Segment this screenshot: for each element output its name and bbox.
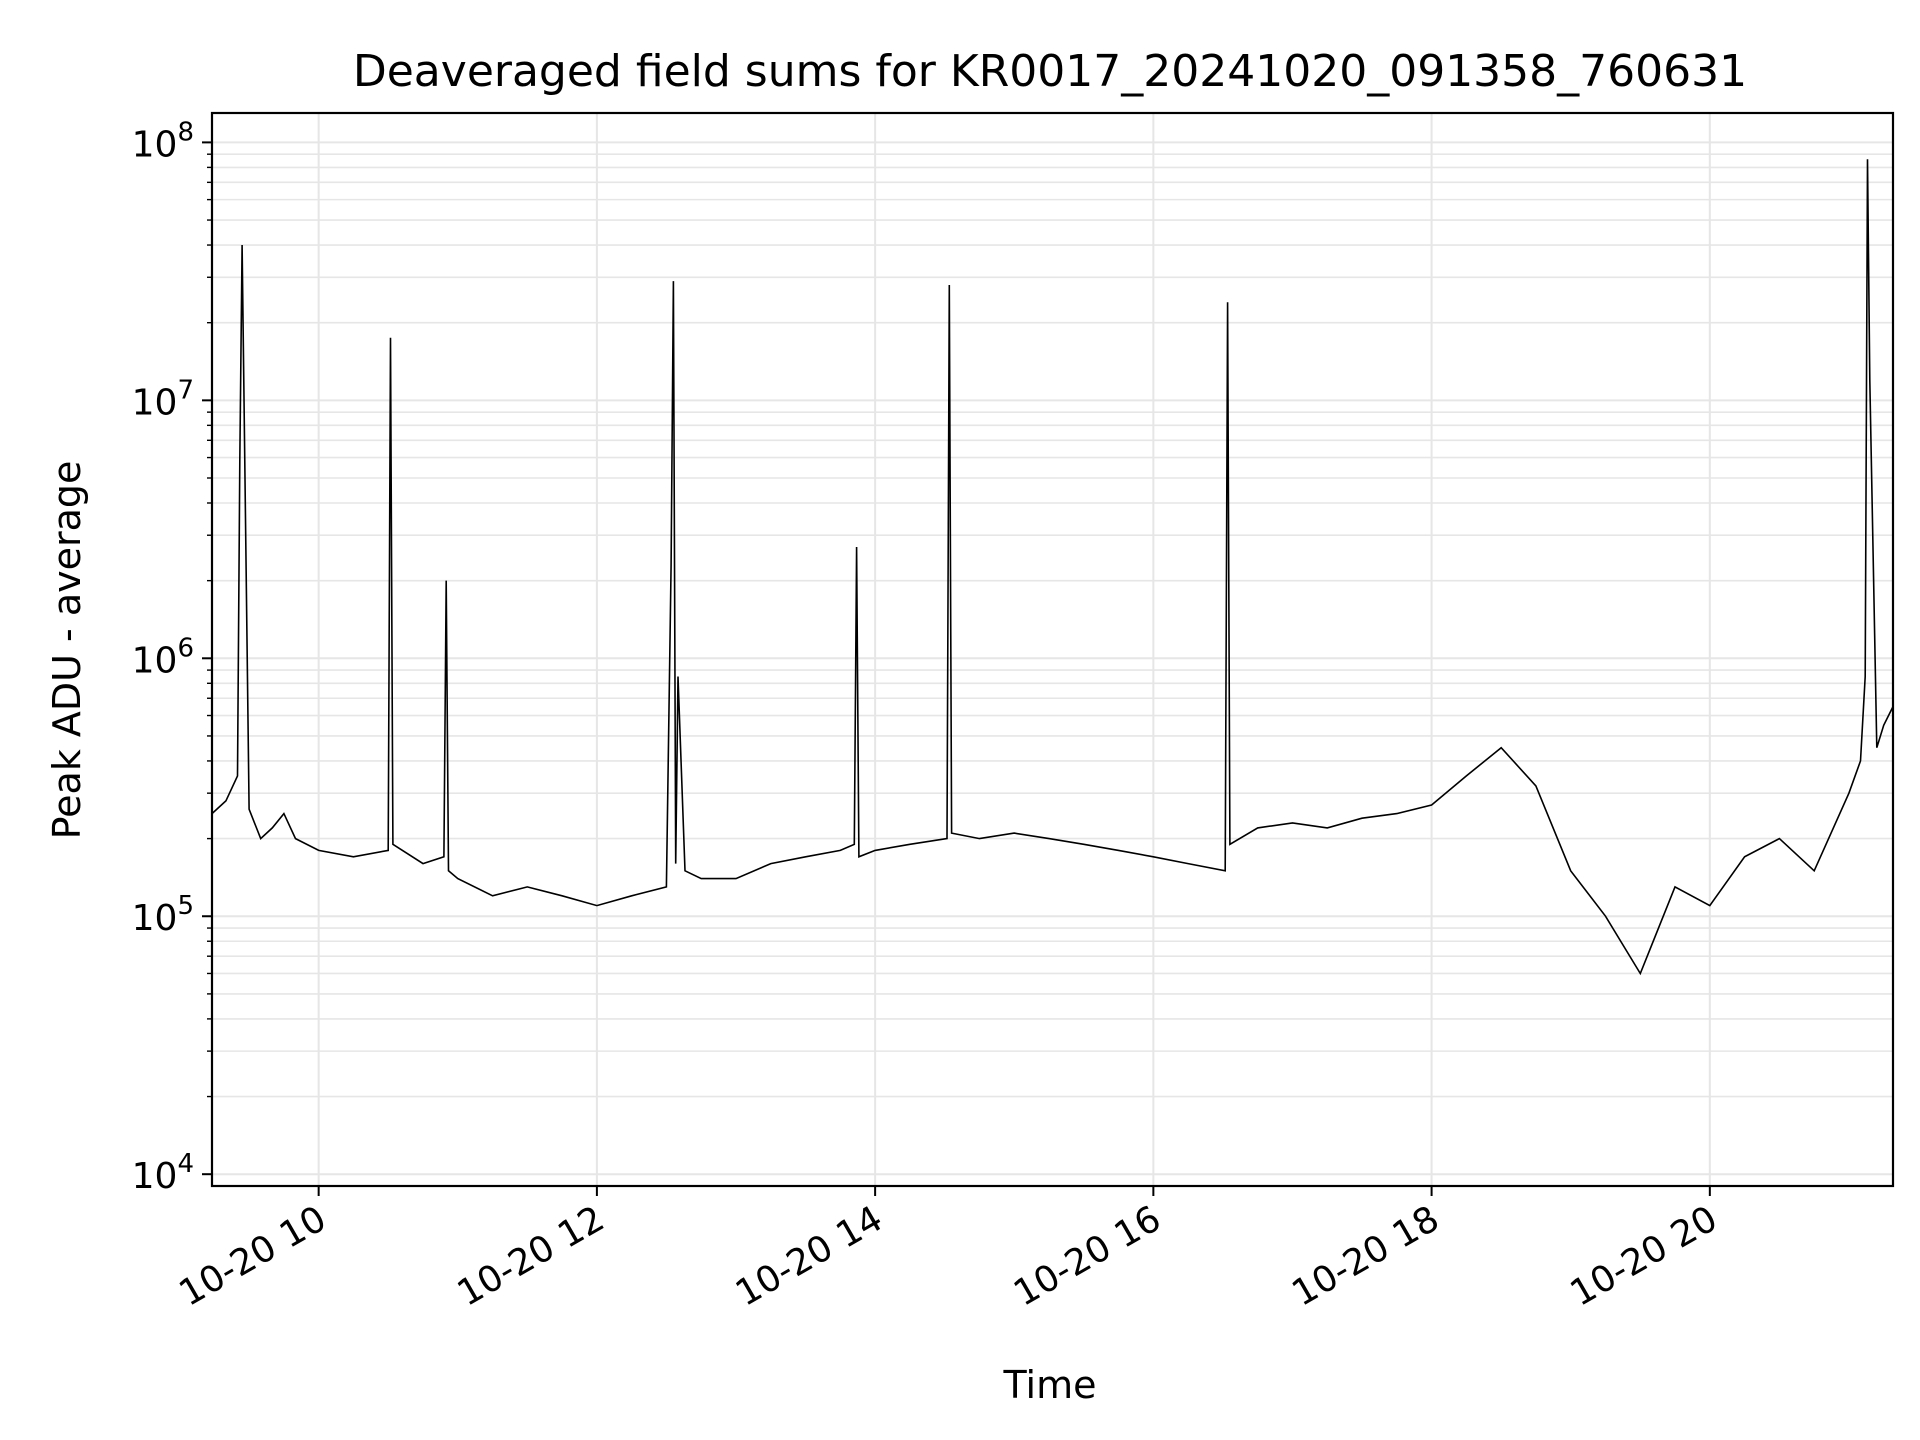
y-tick-label: 107 <box>132 375 194 423</box>
y-tick-label: 104 <box>132 1149 194 1197</box>
y-tick-label: 106 <box>132 633 194 681</box>
series-layer <box>211 159 1894 976</box>
x-axis-label: Time <box>1003 1363 1097 1407</box>
plot-area-frame <box>210 111 1895 1188</box>
y-axis-label: Peak ADU - average <box>45 461 89 840</box>
series-line <box>211 159 1894 976</box>
chart-title: Deaveraged field sums for KR0017_2024102… <box>353 46 1747 97</box>
y-tick-label: 108 <box>132 117 194 165</box>
y-tick-label: 105 <box>132 891 194 939</box>
